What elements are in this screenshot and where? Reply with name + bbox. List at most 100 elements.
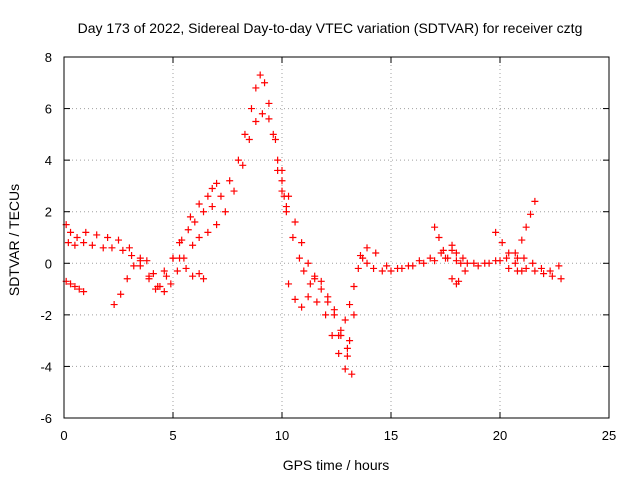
chart-title: Day 173 of 2022, Sidereal Day-to-day VTE… <box>78 20 583 36</box>
data-point <box>123 275 131 283</box>
series-track-f <box>176 254 208 283</box>
data-point <box>152 285 160 293</box>
data-point <box>189 272 197 280</box>
data-point <box>195 234 203 241</box>
data-point <box>247 105 255 113</box>
data-point <box>346 337 354 345</box>
x-tick-label: 15 <box>384 428 398 443</box>
data-point <box>160 288 168 296</box>
data-point <box>71 241 79 249</box>
data-point <box>160 267 168 275</box>
data-point <box>204 192 212 200</box>
data-point <box>75 285 83 293</box>
data-point <box>204 228 212 236</box>
y-tick-label: 2 <box>45 205 52 220</box>
data-point <box>378 267 386 275</box>
data-point <box>213 179 221 187</box>
data-point <box>330 311 338 319</box>
data-point <box>335 331 343 339</box>
data-point <box>304 293 312 301</box>
data-point <box>306 280 314 288</box>
data-point <box>130 262 138 270</box>
data-point <box>363 244 371 252</box>
data-point <box>258 110 266 118</box>
data-point <box>195 270 203 278</box>
data-point <box>350 311 358 319</box>
data-point <box>82 228 90 236</box>
data-point <box>213 221 221 229</box>
x-tick-label: 5 <box>169 428 176 443</box>
series-track-e <box>160 179 221 275</box>
data-point <box>531 267 539 275</box>
data-point <box>548 272 556 280</box>
data-point <box>239 161 247 169</box>
data-point <box>115 236 122 244</box>
data-point <box>289 234 297 241</box>
data-point <box>503 254 511 262</box>
data-point <box>217 192 225 200</box>
data-point <box>71 282 79 290</box>
data-point <box>280 192 288 200</box>
data-point <box>522 264 530 272</box>
data-point <box>143 257 151 265</box>
data-point <box>156 282 164 290</box>
data-point <box>444 254 452 262</box>
data-point <box>291 295 299 303</box>
x-axis-label: GPS time / hours <box>283 457 390 473</box>
data-point <box>221 208 229 216</box>
data-point <box>313 298 321 306</box>
series-track-a <box>62 71 358 373</box>
data-point <box>282 203 290 211</box>
data-point <box>162 272 170 280</box>
data-point <box>452 257 460 265</box>
y-tick-label: -4 <box>40 359 52 374</box>
data-point <box>540 270 548 278</box>
series-track-k <box>448 241 469 275</box>
data-point <box>426 254 434 262</box>
y-tick-label: -6 <box>40 411 52 426</box>
data-point <box>372 249 380 257</box>
y-axis-label: SDTVAR / TECUs <box>6 184 22 296</box>
series-track-j <box>431 223 452 262</box>
data-point <box>452 249 460 257</box>
data-point <box>252 117 260 125</box>
data-point <box>518 267 526 275</box>
data-point <box>252 84 260 92</box>
data-point <box>341 365 349 373</box>
data-point <box>278 187 286 195</box>
data-point <box>178 236 186 244</box>
data-point <box>387 267 395 275</box>
x-tick-labels: 0 5 10 15 20 25 <box>60 428 616 443</box>
data-point <box>184 226 192 234</box>
data-point <box>304 259 312 267</box>
data-point <box>415 257 423 265</box>
data-point <box>431 257 439 265</box>
data-point <box>505 249 513 257</box>
data-point <box>311 272 319 280</box>
data-point <box>167 280 175 288</box>
data-point <box>439 246 447 254</box>
data-point <box>80 288 88 296</box>
data-point <box>328 331 336 339</box>
data-point <box>505 264 513 272</box>
data-point <box>269 130 277 138</box>
series-track-h <box>335 254 565 339</box>
data-point <box>261 79 269 87</box>
series-track-c <box>62 277 88 296</box>
data-point <box>431 223 439 231</box>
series-track-l <box>448 275 463 288</box>
data-point <box>128 252 136 260</box>
data-point <box>110 301 118 309</box>
series-track-m <box>492 228 526 275</box>
data-point <box>108 244 116 252</box>
y-tick-label: 4 <box>45 153 52 168</box>
data-point <box>461 267 469 275</box>
x-tick-label: 20 <box>493 428 507 443</box>
data-point <box>64 239 72 247</box>
data-point <box>265 99 273 107</box>
data-point <box>370 264 378 272</box>
data-point <box>104 234 112 241</box>
data-point <box>470 259 478 267</box>
data-point <box>474 262 482 270</box>
